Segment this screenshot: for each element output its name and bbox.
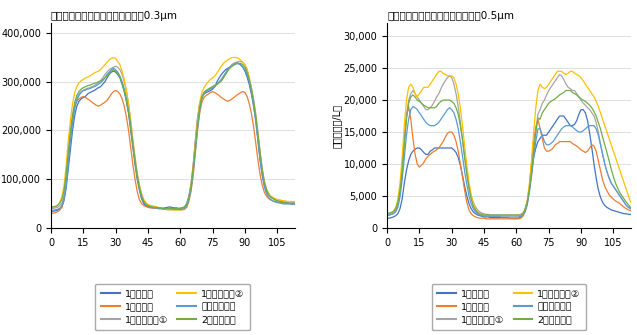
Legend: 1階客席南, 1階客席北, 1階客席中央①, 1階客席中央②, ステージ中央, 2階客席中央: 1階客席南, 1階客席北, 1階客席中央①, 1階客席中央②, ステージ中央, …: [96, 284, 250, 330]
Text: 測定点ごとの粒子拡散状況確認：0.5μm: 測定点ごとの粒子拡散状況確認：0.5μm: [387, 11, 514, 21]
Y-axis label: 粒子数（個/L）: 粒子数（個/L）: [332, 104, 342, 148]
Legend: 1階客席南, 1階客席北, 1階客席中央①, 1階客席中央②, ステージ中央, 2階客席中央: 1階客席南, 1階客席北, 1階客席中央①, 1階客席中央②, ステージ中央, …: [432, 284, 586, 330]
Text: 測定点ごとの粒子拡散状況確認：0.3μm: 測定点ごとの粒子拡散状況確認：0.3μm: [51, 11, 178, 21]
